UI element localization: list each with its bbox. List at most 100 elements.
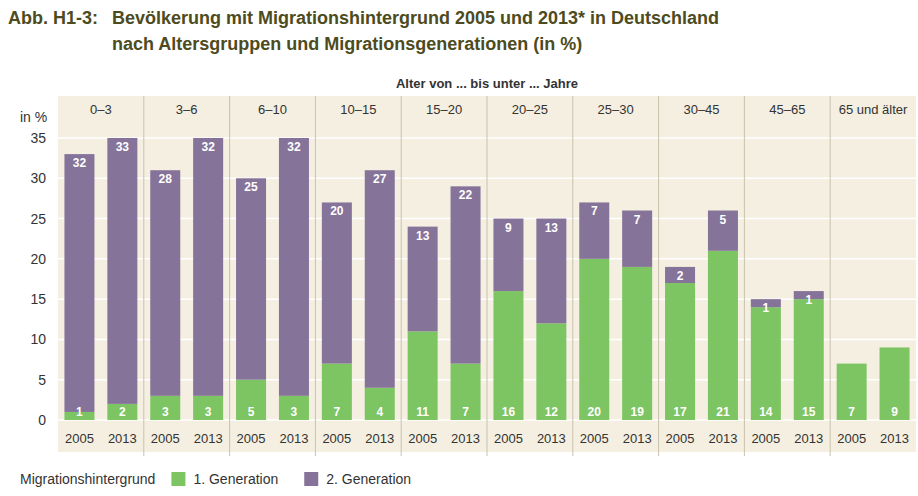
legend-label: 1. Generation: [193, 471, 278, 487]
x-tick-label: 2013: [537, 431, 566, 446]
y-tick-label: 35: [30, 130, 46, 146]
data-label: 20: [330, 204, 344, 218]
group-separator: [658, 96, 659, 456]
group-separator: [315, 96, 316, 456]
data-label: 9: [505, 221, 512, 235]
x-tick-label: 2005: [408, 431, 437, 446]
bar-segment: [408, 331, 438, 420]
group-label: 10–15: [340, 102, 376, 117]
y-tick-label: 15: [30, 291, 46, 307]
data-label: 32: [287, 140, 301, 154]
bar-segment: [365, 388, 395, 420]
bar-segment: [193, 138, 223, 396]
y-tick-label: 20: [30, 251, 46, 267]
data-label: 16: [502, 405, 516, 419]
data-label: 2: [677, 269, 684, 283]
bar-segment: [408, 227, 438, 332]
bar-segment: [279, 138, 309, 396]
bar-segment: [322, 202, 352, 363]
bar-segment: [193, 396, 223, 420]
bar-segment: [579, 259, 609, 420]
bar-segment: [451, 364, 481, 420]
data-label: 7: [334, 405, 341, 419]
x-tick-label: 2013: [365, 431, 394, 446]
bar-segment: [837, 364, 867, 420]
title: nach Altersgruppen und Migrationsgenerat…: [112, 34, 582, 54]
bar-segment: [579, 202, 609, 258]
data-label: 5: [248, 405, 255, 419]
bar-segment: [794, 299, 824, 420]
group-separator: [744, 96, 745, 456]
x-tick-label: 2013: [794, 431, 823, 446]
x-tick-label: 2013: [279, 431, 308, 446]
group-label: 15–20: [426, 102, 462, 117]
data-label: 7: [462, 405, 469, 419]
x-tick-label: 2005: [151, 431, 180, 446]
group-label: 20–25: [512, 102, 548, 117]
data-label: 5: [720, 213, 727, 227]
group-label: 45–65: [769, 102, 805, 117]
data-labels: 1322333283325253327204271113722169121320…: [73, 140, 898, 419]
x-tick-label: 2005: [666, 431, 695, 446]
y-tick-label: 30: [30, 170, 46, 186]
x-tick-label: 2005: [580, 431, 609, 446]
data-label: 32: [73, 156, 87, 170]
data-label: 11: [416, 405, 429, 419]
data-label: 1: [76, 405, 83, 419]
data-label: 17: [673, 405, 687, 419]
x-tick-label: 2005: [494, 431, 523, 446]
chart: Abb. H1-3: Bevölkerung mit Migrationshint…: [0, 0, 918, 496]
group-separator: [143, 96, 144, 456]
data-label: 25: [244, 180, 258, 194]
legend-title: Migrationshintergrund: [20, 471, 155, 487]
x-tick-label: 2013: [708, 431, 737, 446]
x-tick-label: 2005: [322, 431, 351, 446]
data-label: 27: [373, 172, 387, 186]
x-tick-label: 2005: [751, 431, 780, 446]
data-label: 1: [763, 301, 770, 315]
bar-segment: [150, 396, 180, 420]
title-label: Abb. H1-3:: [8, 8, 98, 28]
data-label: 19: [630, 405, 644, 419]
bar-segment: [536, 219, 566, 324]
bar-segment: [622, 267, 652, 420]
group-separator: [830, 96, 831, 456]
bar-segment: [236, 380, 266, 420]
data-label: 1: [805, 293, 812, 307]
data-label: 33: [116, 140, 130, 154]
x-tick-label: 2013: [880, 431, 909, 446]
bar-segment: [279, 396, 309, 420]
data-label: 7: [634, 213, 641, 227]
group-separator: [229, 96, 230, 456]
data-label: 28: [159, 172, 173, 186]
y-tick-label: 0: [38, 412, 46, 428]
data-label: 3: [205, 405, 212, 419]
group-label: 3–6: [176, 102, 198, 117]
bar-segment: [322, 364, 352, 420]
data-label: 7: [848, 405, 855, 419]
data-label: 21: [716, 405, 730, 419]
bar-segment: [708, 251, 738, 420]
x-tick-label: 2005: [237, 431, 266, 446]
bar-segment: [751, 307, 781, 420]
bar-segment: [236, 178, 266, 379]
x-tick-label: 2013: [108, 431, 137, 446]
data-label: 20: [588, 405, 602, 419]
title: Bevölkerung mit Migrationshintergrund 20…: [112, 8, 719, 28]
data-label: 13: [416, 229, 430, 243]
group-axis-label: Alter von ... bis unter ... Jahre: [396, 76, 578, 91]
bar-segment: [665, 267, 695, 283]
group-label: 30–45: [683, 102, 719, 117]
data-label: 2: [119, 405, 126, 419]
group-label: 0–3: [90, 102, 112, 117]
bars: [64, 138, 909, 420]
data-label: 12: [545, 405, 559, 419]
data-label: 9: [891, 405, 898, 419]
y-axis-label: in %: [20, 109, 47, 125]
y-tick-label: 10: [30, 331, 46, 347]
x-tick-label: 2005: [65, 431, 94, 446]
bar-segment: [107, 138, 137, 404]
legend-label: 2. Generation: [326, 471, 411, 487]
bar-segment: [622, 211, 652, 267]
bar-segment: [536, 323, 566, 420]
